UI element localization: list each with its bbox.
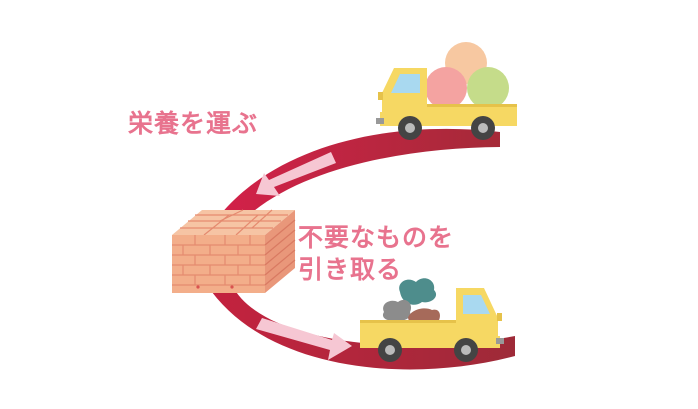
remove-waste-label-line1: 不要なものを — [298, 223, 455, 252]
truck-with-nutrients-icon — [376, 42, 517, 140]
remove-waste-label-line2: 引き取る — [298, 255, 403, 284]
brick-block-icon — [172, 209, 296, 293]
arrow-icon — [256, 318, 352, 360]
lower-arc — [207, 285, 515, 370]
arrow-icon — [256, 152, 336, 196]
deliver-nutrients-label: 栄養を運ぶ — [128, 109, 259, 138]
truck-with-waste-icon — [360, 278, 504, 362]
